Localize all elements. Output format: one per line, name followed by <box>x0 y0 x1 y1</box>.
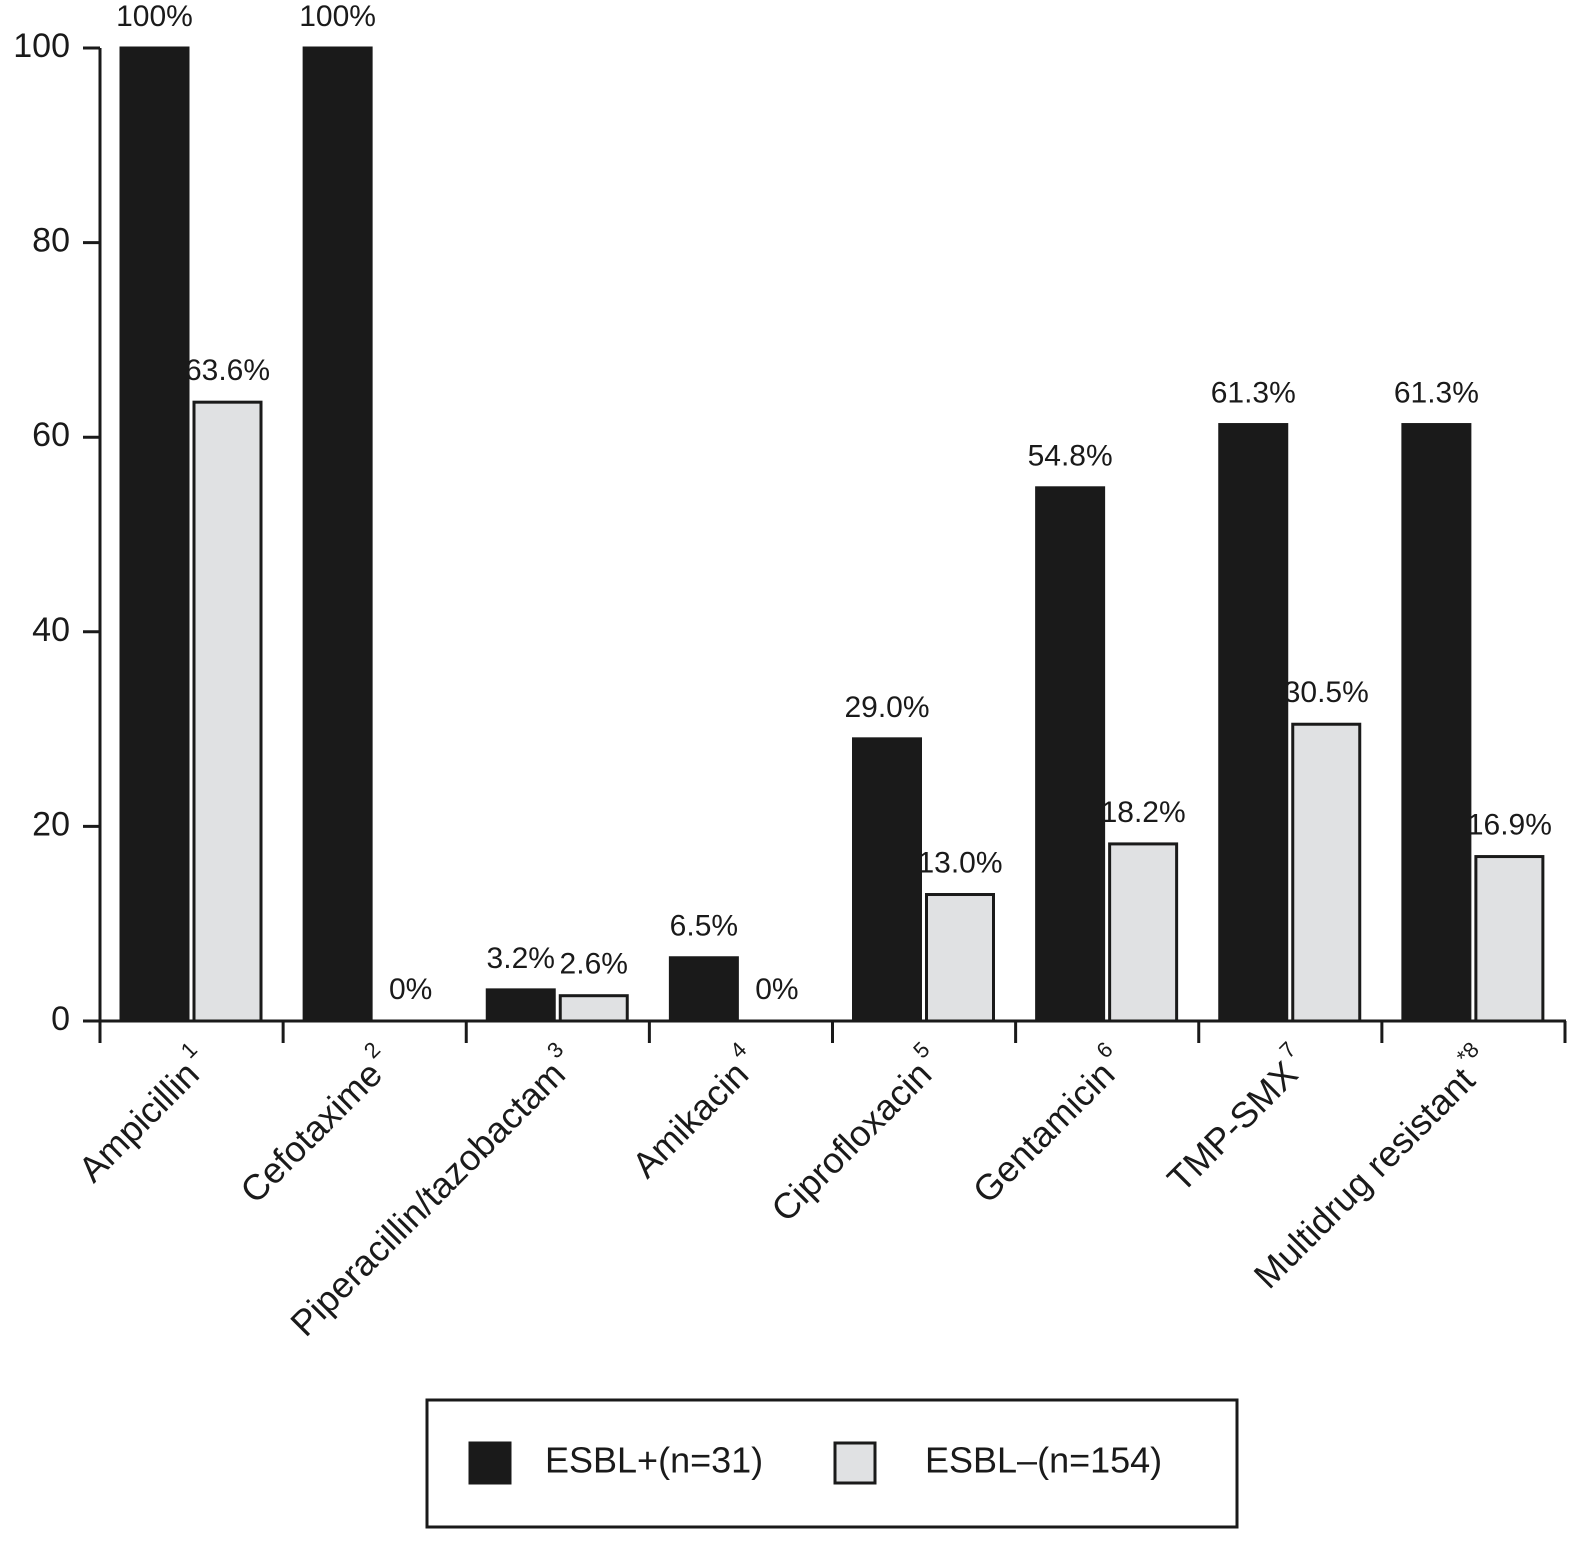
bar <box>1035 486 1106 1023</box>
value-label: 30.5% <box>1284 676 1369 709</box>
bar <box>925 893 995 1023</box>
legend-swatch <box>468 1441 512 1485</box>
y-tick-label: 40 <box>32 611 70 649</box>
x-tick-label: Cefotaxime2 <box>227 1037 401 1211</box>
value-label: 29.0% <box>844 691 929 724</box>
value-label: 100% <box>299 0 376 33</box>
category-name: Cefotaxime <box>232 1053 390 1211</box>
bar <box>1401 423 1472 1023</box>
bar <box>1218 423 1289 1023</box>
bar <box>668 956 739 1023</box>
value-label: 0% <box>755 973 798 1006</box>
value-label: 13.0% <box>917 846 1002 879</box>
x-tick-label: TMP-SMX7 <box>1154 1037 1317 1200</box>
bar <box>558 994 629 1023</box>
x-tick-label: Ampicillin1 <box>65 1037 218 1190</box>
x-tick-label: Ciprofloxacin5 <box>758 1037 950 1229</box>
y-tick-label: 20 <box>32 805 70 843</box>
x-tick-label: Gentamicin6 <box>960 1037 1134 1211</box>
bar <box>1108 842 1179 1023</box>
bar <box>302 46 373 1023</box>
legend-swatch <box>833 1441 877 1485</box>
x-tick-label: Piperacillin/tazobactam3 <box>277 1037 584 1344</box>
legend-label: ESBL+(n=31) <box>545 1440 763 1481</box>
legend-box <box>425 1398 1239 1529</box>
bar <box>852 737 922 1023</box>
value-label: 2.6% <box>560 948 628 981</box>
value-label: 3.2% <box>487 942 555 975</box>
y-tick-label: 60 <box>32 416 70 454</box>
value-label: 63.6% <box>185 354 270 387</box>
value-label: 6.5% <box>670 910 738 943</box>
value-label: 16.9% <box>1467 808 1552 841</box>
bar <box>485 988 556 1023</box>
legend-label: ESBL–(n=154) <box>925 1440 1162 1481</box>
y-tick-label: 80 <box>32 222 70 260</box>
value-label: 54.8% <box>1028 440 1113 473</box>
bar <box>119 46 190 1023</box>
value-label: 61.3% <box>1394 376 1479 409</box>
bar <box>1291 722 1362 1023</box>
value-label: 18.2% <box>1101 796 1186 829</box>
category-name: Ampicillin <box>70 1053 207 1190</box>
category-name: Amikacin <box>624 1053 756 1185</box>
category-name: Gentamicin <box>964 1053 1122 1211</box>
category-name: TMP-SMX <box>1159 1053 1305 1199</box>
value-label: 100% <box>116 0 193 33</box>
y-tick-label: 100 <box>13 27 70 65</box>
y-tick-label: 0 <box>51 1000 70 1038</box>
value-label: 0% <box>389 973 432 1006</box>
bar <box>1474 855 1545 1023</box>
x-tick-label: Amikacin4 <box>619 1037 767 1185</box>
value-label: 61.3% <box>1211 376 1296 409</box>
category-name: Ciprofloxacin <box>763 1053 939 1229</box>
bar <box>192 400 263 1023</box>
